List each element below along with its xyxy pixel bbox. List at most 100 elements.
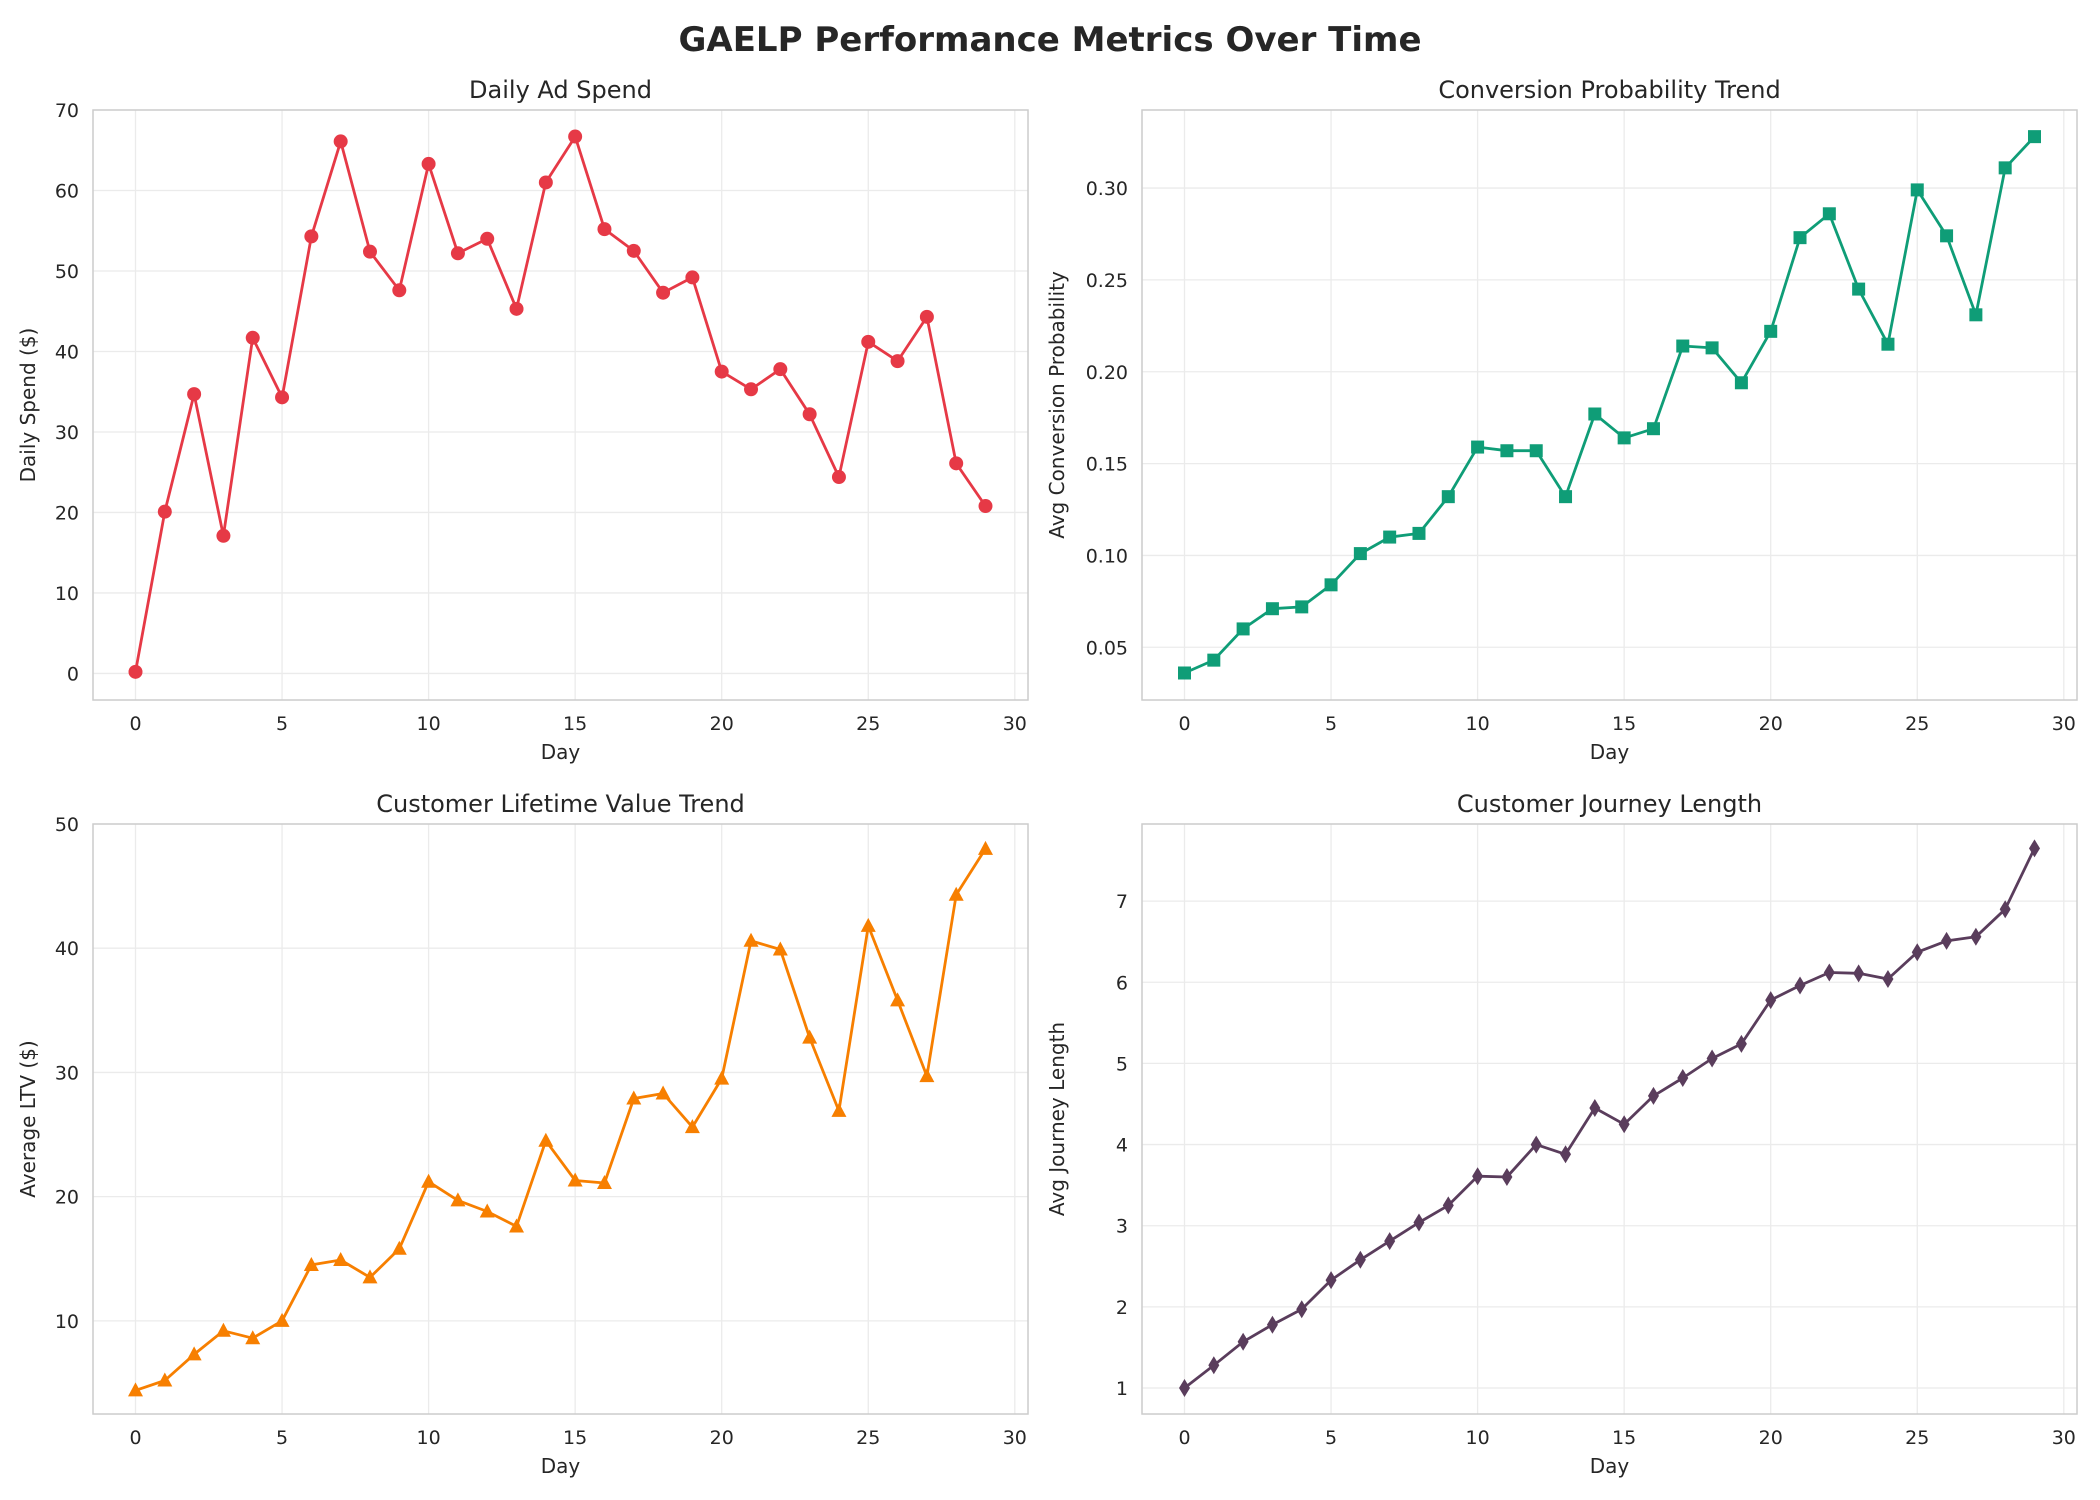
data-point bbox=[245, 1330, 261, 1345]
data-point bbox=[802, 1029, 818, 1044]
y-axis-label: Avg Journey Length bbox=[1045, 1022, 1069, 1216]
y-tick-label: 2 bbox=[1116, 1297, 1128, 1319]
data-point bbox=[1676, 339, 1690, 353]
data-point bbox=[450, 246, 465, 261]
data-point bbox=[186, 1346, 202, 1361]
data-point bbox=[597, 222, 612, 237]
data-point bbox=[1384, 1232, 1396, 1251]
y-tick-label: 40 bbox=[55, 341, 79, 363]
data-point bbox=[743, 932, 759, 947]
data-point bbox=[215, 1322, 231, 1337]
x-tick-label: 25 bbox=[856, 713, 880, 735]
x-tick-label: 30 bbox=[2052, 1427, 2076, 1449]
data-point bbox=[275, 390, 290, 405]
x-tick-label: 0 bbox=[1178, 1427, 1190, 1449]
x-tick-label: 10 bbox=[417, 713, 441, 735]
x-axis-label: Day bbox=[1590, 740, 1630, 764]
data-point bbox=[890, 992, 906, 1007]
x-axis-label: Day bbox=[541, 1454, 581, 1478]
data-point bbox=[596, 1174, 612, 1189]
y-tick-label: 5 bbox=[1116, 1053, 1128, 1075]
data-point bbox=[1822, 207, 1836, 221]
x-tick-label: 0 bbox=[129, 713, 141, 735]
data-point bbox=[1853, 964, 1865, 983]
y-axis-label: Daily Spend ($) bbox=[16, 328, 40, 483]
subplot-title: Customer Lifetime Value Trend bbox=[376, 790, 745, 818]
data-point bbox=[1705, 341, 1719, 355]
y-tick-label: 0.30 bbox=[1086, 178, 1128, 200]
series-line bbox=[1183, 135, 2036, 675]
subplot-1: 0 5 10 15 20 25 30 0 10 20 30 40 50 60 70 Daily Ad Spen… bbox=[16, 76, 1029, 764]
data-point bbox=[1617, 431, 1631, 445]
x-tick-label: 25 bbox=[1905, 1427, 1929, 1449]
y-tick-label: 3 bbox=[1116, 1216, 1128, 1238]
data-point bbox=[1793, 231, 1807, 245]
x-tick-label: 30 bbox=[2052, 713, 2076, 735]
data-point bbox=[1266, 1315, 1278, 1334]
data-point bbox=[509, 301, 524, 316]
data-point bbox=[538, 175, 553, 190]
series-line bbox=[135, 848, 987, 1392]
data-point bbox=[1178, 666, 1191, 680]
axes-frame bbox=[1141, 109, 2078, 701]
y-tick-label: 1 bbox=[1116, 1378, 1128, 1400]
data-point bbox=[1588, 407, 1602, 421]
x-tick-label: 15 bbox=[563, 713, 587, 735]
data-point bbox=[684, 1119, 700, 1134]
y-tick-label: 0 bbox=[67, 663, 79, 685]
data-point bbox=[1325, 1271, 1337, 1290]
y-tick-label: 7 bbox=[1116, 891, 1128, 913]
x-tick-label: 10 bbox=[1466, 713, 1490, 735]
data-point bbox=[450, 1192, 466, 1207]
data-point bbox=[1471, 440, 1485, 454]
data-point bbox=[157, 504, 172, 519]
data-point bbox=[1295, 600, 1309, 614]
data-point bbox=[744, 382, 759, 397]
data-point bbox=[772, 941, 788, 956]
y-axis-label: Avg Conversion Probability bbox=[1045, 271, 1069, 539]
x-tick-label: 15 bbox=[1612, 1427, 1636, 1449]
x-tick-label: 0 bbox=[1178, 713, 1190, 735]
x-tick-label: 5 bbox=[276, 713, 288, 735]
data-point bbox=[304, 229, 319, 244]
data-point bbox=[1881, 337, 1895, 351]
x-axis-label: Day bbox=[541, 740, 581, 764]
data-point bbox=[626, 243, 641, 258]
x-tick-label: 25 bbox=[1905, 713, 1929, 735]
subplot-title: Conversion Probability Trend bbox=[1438, 76, 1780, 104]
subplot-2: 0 5 10 15 20 25 30 0.05 0.10 0.15 0.20 0.25 0.30 Conv… bbox=[1045, 76, 2078, 764]
data-point bbox=[187, 387, 202, 402]
data-point bbox=[274, 1312, 290, 1327]
data-point bbox=[1706, 1049, 1718, 1068]
data-point bbox=[1765, 991, 1777, 1010]
data-point bbox=[245, 330, 260, 345]
data-point bbox=[568, 129, 583, 144]
data-point bbox=[1179, 1379, 1190, 1398]
axes-frame bbox=[92, 109, 1029, 701]
data-point bbox=[1823, 963, 1835, 982]
data-point bbox=[919, 309, 934, 324]
x-tick-label: 10 bbox=[1466, 1427, 1490, 1449]
y-tick-label: 0.15 bbox=[1086, 454, 1128, 476]
y-tick-label: 10 bbox=[55, 583, 79, 605]
data-point bbox=[1677, 1069, 1689, 1088]
data-point bbox=[1412, 526, 1426, 540]
data-point bbox=[802, 407, 817, 422]
data-point bbox=[626, 1090, 642, 1105]
data-point bbox=[128, 664, 143, 679]
x-tick-label: 15 bbox=[1612, 713, 1636, 735]
data-point bbox=[1383, 530, 1397, 544]
data-point bbox=[1970, 927, 1982, 946]
y-tick-label: 50 bbox=[55, 261, 79, 283]
data-point bbox=[1413, 1213, 1425, 1232]
x-tick-label: 20 bbox=[710, 1427, 734, 1449]
y-tick-label: 60 bbox=[55, 180, 79, 202]
data-point bbox=[1882, 970, 1894, 989]
data-point bbox=[890, 354, 905, 369]
y-tick-label: 30 bbox=[55, 422, 79, 444]
x-tick-label: 25 bbox=[856, 1427, 880, 1449]
data-point bbox=[1324, 578, 1338, 592]
data-point bbox=[919, 1068, 935, 1083]
data-point bbox=[1472, 1167, 1484, 1186]
